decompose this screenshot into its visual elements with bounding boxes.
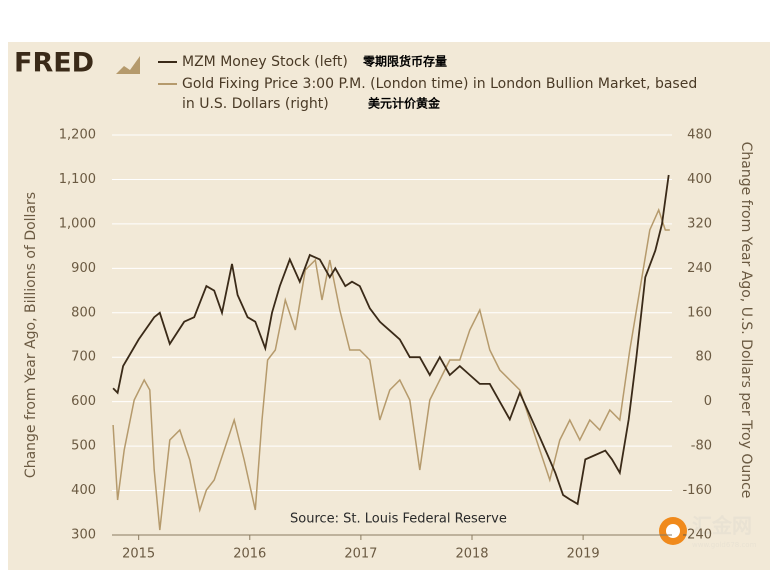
annotation: 美元计价黄金 [368, 96, 441, 111]
logo: FRED [14, 48, 94, 79]
watermark-url: www.gold678.com [692, 541, 757, 549]
x-tick-label: 2018 [455, 547, 488, 562]
legend-label-part: in U.S. Dollars (right) [182, 96, 329, 112]
series-line [112, 207, 670, 531]
y2-tick-label: 240 [687, 261, 712, 276]
series-line [112, 174, 670, 506]
y2-axis-title: Change from Year Ago, U.S. Dollars per T… [738, 142, 754, 499]
x-tick-label: 2015 [122, 547, 155, 562]
legend-label-part: Gold Fixing Price 3:00 P.M. (London time… [182, 76, 697, 92]
annotation: 零期限货币存量 [362, 54, 447, 69]
logo-icon [116, 56, 140, 74]
x-tick-label: 2019 [567, 547, 600, 562]
y-tick-label: 300 [71, 528, 96, 543]
legend-label: MZM Money Stock (left) [182, 54, 348, 70]
y2-tick-label: -80 [691, 439, 712, 454]
source: Source: St. Louis Federal Reserve [290, 512, 507, 527]
y2-tick-label: 320 [687, 216, 712, 231]
legend-label: Gold Fixing Price 3:00 P.M. (London time… [182, 76, 697, 112]
y-tick-label: 1,200 [59, 128, 96, 143]
y-tick-label: 900 [71, 261, 96, 276]
y-tick-label: 400 [71, 483, 96, 498]
y-tick-label: 700 [71, 350, 96, 365]
x-tick-label: 2016 [233, 547, 266, 562]
y2-tick-label: 400 [687, 172, 712, 187]
y-axis-title: Change from Year Ago, Billions of Dollar… [23, 192, 39, 478]
y-tick-label: 500 [71, 439, 96, 454]
y-tick-label: 1,000 [59, 216, 96, 231]
y2-tick-label: 0 [704, 394, 712, 409]
y2-tick-label: 480 [687, 128, 712, 143]
y-tick-label: 600 [71, 394, 96, 409]
watermark: 汇金网 [692, 514, 752, 538]
watermark-icon [666, 524, 680, 538]
y2-tick-label: 160 [687, 305, 712, 320]
y-tick-label: 1,100 [59, 172, 96, 187]
y2-tick-label: -160 [682, 483, 712, 498]
y2-tick-label: 80 [695, 350, 712, 365]
y2-tick-label: -240 [682, 528, 712, 543]
y-tick-label: 800 [71, 305, 96, 320]
x-tick-label: 2017 [344, 547, 377, 562]
